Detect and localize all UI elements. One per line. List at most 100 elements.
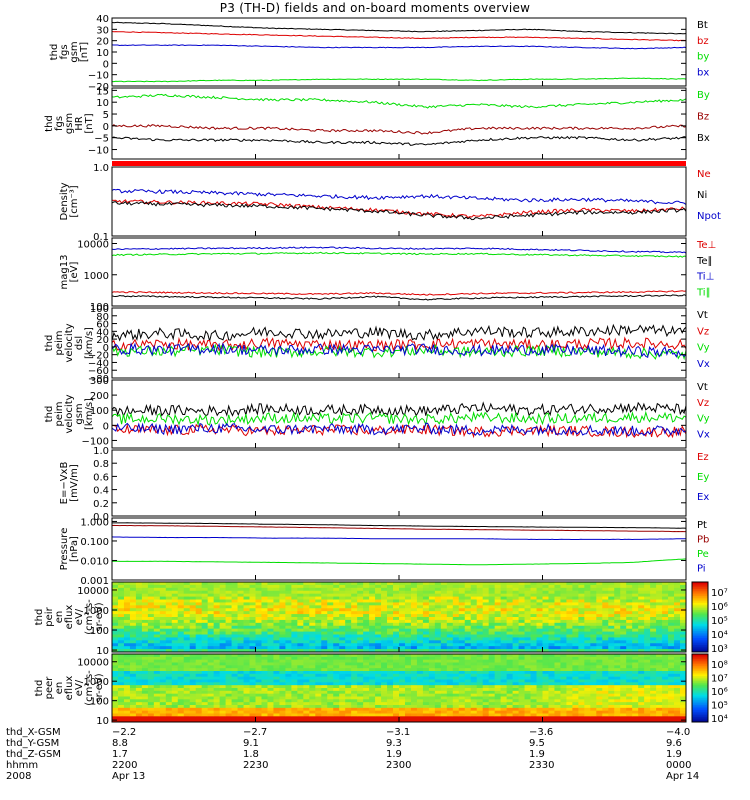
y-tick-label: 10	[96, 98, 109, 109]
series-line-Vx	[111, 342, 687, 359]
y-tick-label: −5	[94, 134, 109, 145]
footer-value: 2300	[386, 760, 412, 771]
y-axis-label: peer	[44, 676, 55, 700]
y-tick-label: 10000	[77, 240, 109, 251]
series-line-by	[112, 77, 687, 83]
y-axis-label: gsm	[74, 403, 85, 424]
y-tick-label: 0	[103, 421, 109, 432]
y-axis-label: [km/s]	[84, 327, 95, 359]
y-tick-label: 100	[90, 304, 109, 315]
series-line-Bt	[111, 21, 687, 35]
y-tick-label: 0.4	[93, 486, 109, 497]
y-tick-label: 10	[96, 48, 109, 59]
series-line-Pe	[111, 558, 686, 566]
y-tick-label: 1000	[84, 606, 109, 617]
footer-row-label: thd_Z-GSM	[6, 749, 61, 760]
y-axis-label: thd	[44, 406, 55, 423]
footer-value: 8.8	[112, 738, 128, 749]
legend-bz: bz	[697, 36, 709, 47]
legend-Vx: Vx	[697, 359, 710, 370]
y-tick-label: 10	[96, 716, 109, 727]
y-tick-label: 1000	[84, 271, 109, 282]
panel-fgs_gsm_hr	[111, 87, 687, 160]
y-tick-label: 60	[96, 320, 109, 331]
y-axis-label: E=−VxB	[59, 462, 70, 505]
footer-value: −2.2	[112, 727, 137, 738]
y-axis-label: eflux	[64, 676, 75, 701]
y-tick-label: 0	[103, 343, 109, 354]
y-tick-label: 100	[90, 406, 109, 417]
y-axis-label: fgs	[59, 44, 70, 59]
footer-value: 1.7	[112, 749, 128, 760]
legend-Bz: Bz	[697, 112, 709, 123]
footer-value: 0000	[666, 760, 692, 771]
y-axis-label: peim	[54, 330, 65, 355]
footer-value: 9.6	[666, 738, 682, 749]
series-line-Npot	[111, 188, 687, 205]
panel-frame	[111, 87, 687, 160]
footer-value: −3.6	[529, 727, 554, 738]
y-tick-label: 0.100	[80, 537, 109, 548]
legend-Vz: Vz	[697, 398, 709, 409]
legend-Vt: Vt	[697, 310, 708, 321]
legend-By: By	[697, 90, 710, 101]
y-tick-label: 100	[90, 302, 109, 313]
panel-frame	[111, 166, 687, 237]
series-line-Vy	[111, 410, 687, 427]
y-axis-label: thd	[34, 680, 45, 697]
footer-row-label: thd_X-GSM	[6, 727, 61, 738]
y-tick-label: −40	[88, 358, 109, 369]
y-axis-label: thd	[49, 44, 60, 61]
legend-Ti∥: Ti∥	[696, 287, 711, 298]
legend-by: by	[697, 52, 709, 63]
y-axis-label: eV/	[74, 608, 85, 625]
panel-peer_eflux	[111, 653, 709, 723]
legend-Ni: Ni	[697, 190, 707, 201]
y-tick-label: 10000	[77, 586, 109, 597]
series-line-Ni	[111, 200, 687, 221]
y-axis-label: Density	[59, 182, 70, 220]
legend-Vz: Vz	[697, 326, 709, 337]
y-axis-label: sr-eV)	[94, 673, 105, 702]
panel-frame	[111, 17, 687, 87]
y-axis-label: [eV]	[69, 262, 80, 283]
panel-frame	[111, 379, 687, 449]
footer-value: −2.7	[243, 727, 268, 738]
y-axis-label: thd	[34, 609, 45, 626]
legend-Npot: Npot	[697, 211, 721, 222]
footer-value: 2230	[243, 760, 269, 771]
panel-frame	[111, 449, 687, 517]
y-axis-label: Pressure	[59, 528, 70, 571]
y-axis-label: [cm⁻³]	[69, 185, 80, 217]
panel-density	[111, 166, 687, 237]
footer-row-label: thd_Y-GSM	[6, 738, 60, 749]
series-line-Pt	[112, 522, 687, 529]
y-tick-label: 0.2	[93, 499, 109, 510]
legend-Te∥: Te∥	[696, 256, 713, 267]
footer-value: 1.8	[243, 749, 259, 760]
y-axis-label: eV/	[74, 679, 85, 696]
panel-frame	[111, 307, 687, 379]
legend-Ne: Ne	[697, 169, 711, 180]
panel-peim_velocity_gsm	[111, 379, 687, 449]
y-tick-label: 10000	[77, 658, 109, 669]
colorbar-tick-label: 10⁷	[711, 588, 728, 599]
series-line-Pb	[111, 524, 686, 533]
y-tick-label: 0.1	[93, 232, 109, 243]
footer-value: 1.9	[529, 749, 545, 760]
y-tick-label: 200	[90, 391, 109, 402]
y-tick-label: 0.6	[93, 472, 109, 483]
footer-value: 1.9	[386, 749, 402, 760]
legend-Te⊥: Te⊥	[696, 240, 716, 251]
footer-value: 2330	[529, 760, 555, 771]
y-tick-label: 0.0	[93, 512, 109, 523]
footer-value: 1.9	[666, 749, 682, 760]
footer-row-label: hhmm	[6, 760, 39, 771]
series-line-Vz	[111, 336, 687, 352]
colorbar-tick-label: 10⁵	[711, 701, 728, 712]
y-axis-label: [nPa]	[69, 536, 80, 562]
series-line-Ti⊥	[111, 246, 687, 254]
y-axis-label: velocity	[64, 323, 75, 362]
legend-Ti⊥: Ti⊥	[696, 272, 714, 283]
y-axis-label: HR	[74, 116, 85, 131]
